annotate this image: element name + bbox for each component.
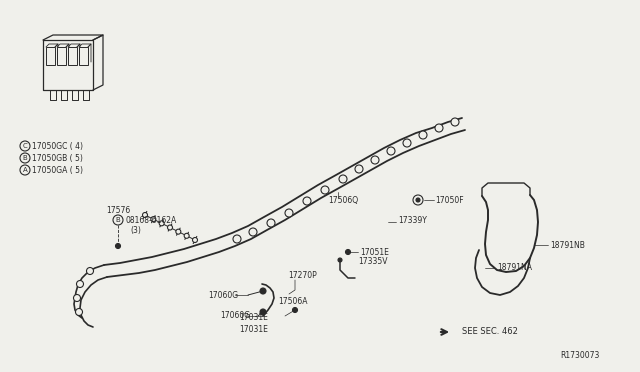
Circle shape [77,280,83,288]
Bar [46,47,55,65]
Circle shape [267,219,275,227]
Circle shape [74,295,81,301]
Text: 17506Q: 17506Q [328,196,358,205]
Circle shape [403,139,411,147]
Circle shape [419,131,427,139]
Text: 17060G: 17060G [220,311,250,321]
Circle shape [233,235,241,243]
Text: 17270P: 17270P [288,272,317,280]
Text: 17031E: 17031E [239,314,268,323]
Text: 17051E: 17051E [360,247,389,257]
Circle shape [292,308,298,312]
Text: 17050F: 17050F [435,196,463,205]
Text: R1730073: R1730073 [560,351,600,360]
Circle shape [285,209,293,217]
Circle shape [115,244,120,248]
Circle shape [86,267,93,275]
Circle shape [193,237,198,243]
Text: 18791NB: 18791NB [550,241,585,250]
Circle shape [176,229,181,234]
Text: A: A [22,167,28,173]
Bar [57,47,66,65]
Circle shape [303,197,311,205]
Circle shape [151,217,156,222]
Circle shape [451,118,459,126]
Text: 17050GC ( 4): 17050GC ( 4) [32,141,83,151]
Circle shape [20,141,30,151]
Text: 17506A: 17506A [278,298,307,307]
Circle shape [20,165,30,175]
Bar [79,47,88,65]
Circle shape [260,309,266,315]
Circle shape [387,147,395,155]
Text: 08168-6162A: 08168-6162A [125,215,176,224]
Text: 17050GB ( 5): 17050GB ( 5) [32,154,83,163]
Circle shape [371,156,379,164]
Text: B: B [22,155,28,161]
Circle shape [20,153,30,163]
Circle shape [143,212,147,218]
Circle shape [76,308,83,315]
Text: 18791NA: 18791NA [497,263,532,273]
Circle shape [249,228,257,236]
Circle shape [346,250,351,254]
Circle shape [113,215,123,225]
Circle shape [159,221,164,226]
Circle shape [260,288,266,294]
Bar [68,47,77,65]
Text: (3): (3) [130,225,141,234]
Circle shape [435,124,443,132]
Circle shape [168,225,173,230]
Circle shape [416,198,420,202]
Text: 17335V: 17335V [358,257,387,266]
Circle shape [413,195,423,205]
Text: B: B [116,217,120,223]
Circle shape [339,175,347,183]
Text: C: C [22,143,28,149]
Circle shape [184,233,189,238]
Circle shape [355,165,363,173]
Text: SEE SEC. 462: SEE SEC. 462 [462,327,518,337]
Text: 17576: 17576 [106,205,130,215]
Text: 17060G: 17060G [208,291,238,299]
Text: 17339Y: 17339Y [398,215,427,224]
Text: 17031E: 17031E [239,326,268,334]
Circle shape [321,186,329,194]
Text: 17050GA ( 5): 17050GA ( 5) [32,166,83,174]
Circle shape [338,258,342,262]
